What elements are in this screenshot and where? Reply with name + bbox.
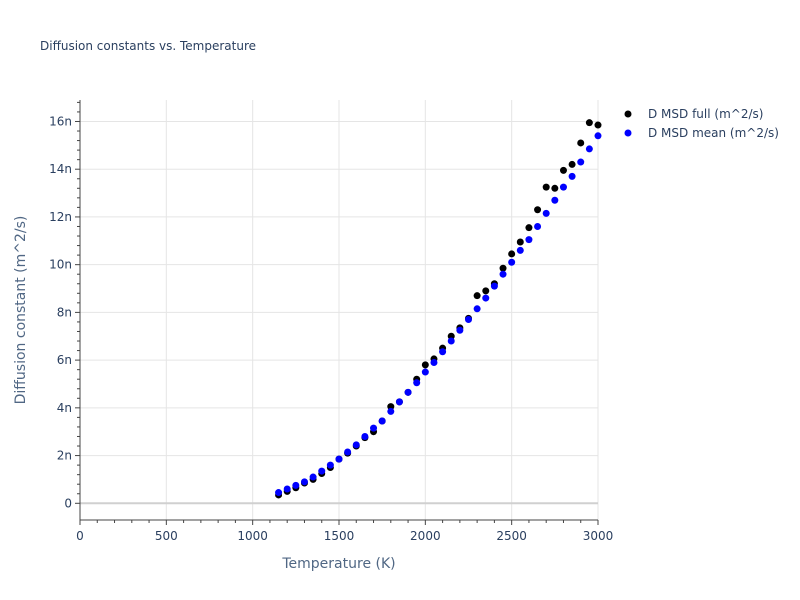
data-point[interactable] bbox=[525, 236, 533, 244]
data-point[interactable] bbox=[447, 337, 455, 345]
data-point[interactable] bbox=[275, 489, 283, 497]
y-tick-label: 6n bbox=[57, 353, 72, 367]
data-point[interactable] bbox=[516, 238, 524, 246]
data-point[interactable] bbox=[585, 145, 593, 153]
chart-title: Diffusion constants vs. Temperature bbox=[40, 39, 256, 53]
legend-item-mean[interactable]: D MSD mean (m^2/s) bbox=[624, 126, 779, 140]
y-axis-title: Diffusion constant (m^2/s) bbox=[13, 216, 29, 405]
data-point[interactable] bbox=[456, 326, 464, 334]
x-tick-label: 2500 bbox=[496, 529, 527, 543]
data-point[interactable] bbox=[499, 264, 507, 272]
data-point[interactable] bbox=[352, 441, 360, 449]
data-point[interactable] bbox=[326, 461, 334, 469]
data-point[interactable] bbox=[292, 481, 300, 489]
x-tick-label: 500 bbox=[155, 529, 178, 543]
data-point[interactable] bbox=[300, 478, 308, 486]
data-point[interactable] bbox=[585, 119, 593, 127]
data-point[interactable] bbox=[594, 121, 602, 129]
data-point[interactable] bbox=[577, 139, 585, 147]
data-point[interactable] bbox=[551, 196, 559, 204]
legend-marker-mean bbox=[624, 129, 632, 137]
data-point[interactable] bbox=[542, 209, 550, 217]
legend-label-mean: D MSD mean (m^2/s) bbox=[648, 126, 779, 140]
data-point[interactable] bbox=[559, 183, 567, 191]
legend-marker-full bbox=[624, 110, 632, 118]
data-point[interactable] bbox=[482, 287, 490, 295]
data-point[interactable] bbox=[551, 184, 559, 192]
data-point[interactable] bbox=[490, 282, 498, 290]
data-point[interactable] bbox=[508, 250, 516, 258]
data-point[interactable] bbox=[335, 455, 343, 463]
data-point[interactable] bbox=[413, 379, 421, 387]
data-point[interactable] bbox=[421, 361, 429, 369]
data-point[interactable] bbox=[534, 222, 542, 230]
data-point[interactable] bbox=[430, 359, 438, 366]
series-full bbox=[275, 119, 602, 499]
data-point[interactable] bbox=[395, 398, 403, 406]
data-point[interactable] bbox=[404, 388, 412, 396]
data-point[interactable] bbox=[559, 166, 567, 174]
x-tick-label: 1000 bbox=[237, 529, 268, 543]
data-point[interactable] bbox=[378, 417, 386, 425]
data-point[interactable] bbox=[439, 348, 447, 356]
x-tick-label: 3000 bbox=[583, 529, 614, 543]
y-tick-label: 0 bbox=[64, 496, 72, 510]
x-tick-label: 2000 bbox=[410, 529, 441, 543]
data-points bbox=[275, 119, 602, 499]
y-tick-label: 8n bbox=[57, 305, 72, 319]
data-point[interactable] bbox=[542, 183, 550, 191]
data-point[interactable] bbox=[482, 294, 490, 302]
y-tick-label: 16n bbox=[49, 114, 72, 128]
y-tick-label: 2n bbox=[57, 449, 72, 463]
data-point[interactable] bbox=[421, 368, 429, 376]
data-point[interactable] bbox=[534, 206, 542, 214]
y-tick-label: 4n bbox=[57, 401, 72, 415]
x-axis-title: Temperature (K) bbox=[281, 556, 395, 572]
data-point[interactable] bbox=[344, 448, 352, 456]
data-point[interactable] bbox=[473, 305, 481, 313]
data-point[interactable] bbox=[516, 246, 524, 254]
axes: 0 500 1000 1500 2000 2500 3000 0 2n 4n 6n 8n 10n 12n 1… bbox=[49, 100, 613, 543]
data-point[interactable] bbox=[361, 432, 369, 440]
data-point[interactable] bbox=[309, 473, 317, 481]
x-tick-label: 0 bbox=[76, 529, 84, 543]
y-tick-label: 10n bbox=[49, 258, 72, 272]
data-point[interactable] bbox=[473, 292, 481, 300]
y-tick-label: 12n bbox=[49, 210, 72, 224]
data-point[interactable] bbox=[525, 224, 533, 232]
y-tick-label: 14n bbox=[49, 162, 72, 176]
data-point[interactable] bbox=[568, 160, 576, 168]
data-point[interactable] bbox=[318, 467, 326, 475]
data-point[interactable] bbox=[594, 132, 602, 140]
data-point[interactable] bbox=[387, 407, 395, 415]
data-point[interactable] bbox=[568, 172, 576, 180]
gridlines bbox=[80, 100, 599, 520]
legend-label-full: D MSD full (m^2/s) bbox=[648, 107, 763, 121]
x-tick-label: 1500 bbox=[324, 529, 355, 543]
data-point[interactable] bbox=[465, 316, 472, 324]
series-mean bbox=[275, 132, 602, 497]
data-point[interactable] bbox=[499, 270, 507, 278]
data-point[interactable] bbox=[370, 424, 378, 432]
legend[interactable]: D MSD full (m^2/s) D MSD mean (m^2/s) bbox=[624, 107, 779, 140]
data-point[interactable] bbox=[283, 485, 291, 493]
data-point[interactable] bbox=[508, 258, 516, 266]
data-point[interactable] bbox=[577, 158, 585, 166]
legend-item-full[interactable]: D MSD full (m^2/s) bbox=[624, 107, 764, 121]
